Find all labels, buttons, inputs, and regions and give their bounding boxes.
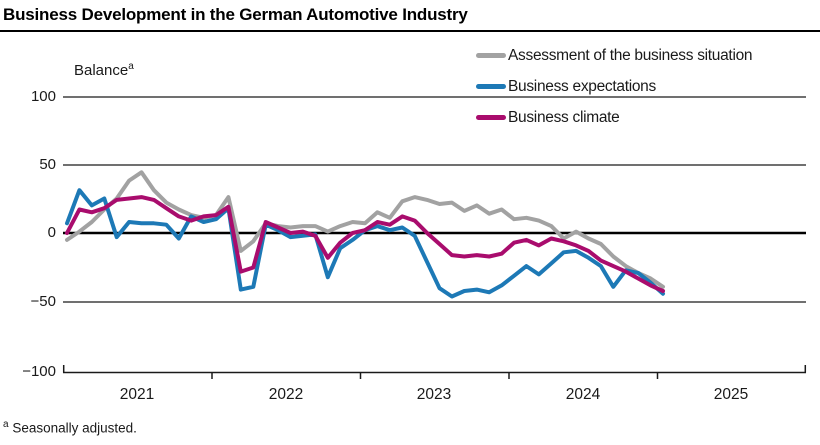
legend-label: Assessment of the business situation — [508, 46, 753, 64]
x-axis — [62, 365, 807, 379]
legend-item-climate: Business climate — [476, 107, 752, 128]
climate-line-swatch — [476, 115, 506, 120]
legend-label: Business expectations — [508, 77, 656, 95]
series-line-situation — [65, 170, 665, 289]
footnote-marker: a — [3, 419, 9, 430]
legend: Assessment of the business situation Bus… — [476, 45, 753, 128]
x-tick-2022: 2022 — [268, 386, 304, 403]
y-tick-neg100: −100 — [22, 363, 56, 380]
series-line-climate — [65, 195, 665, 293]
y-axis-unit-label: Balancea — [74, 61, 134, 79]
data-series-lines — [65, 170, 665, 299]
footnote-marker: a — [128, 61, 134, 72]
x-tick-2021: 2021 — [119, 386, 155, 403]
situation-line-swatch — [476, 53, 506, 58]
x-tick-2024: 2024 — [565, 386, 601, 403]
y-tick-neg50: −50 — [30, 293, 56, 310]
footnote: a Seasonally adjusted. — [3, 419, 137, 436]
legend-item-expectations: Business expectations — [476, 76, 752, 97]
chart-title: Business Development in the German Autom… — [3, 5, 468, 24]
x-tick-2023: 2023 — [416, 386, 452, 403]
expectations-line-swatch — [476, 84, 506, 89]
chart-gridlines — [63, 96, 806, 303]
legend-item-situation: Assessment of the business situation — [476, 45, 753, 66]
x-tick-2025: 2025 — [713, 386, 749, 403]
y-tick-100: 100 — [30, 88, 56, 105]
y-tick-50: 50 — [39, 156, 56, 173]
title-underline — [0, 30, 820, 32]
legend-label: Business climate — [508, 108, 620, 126]
y-tick-0: 0 — [47, 224, 56, 241]
